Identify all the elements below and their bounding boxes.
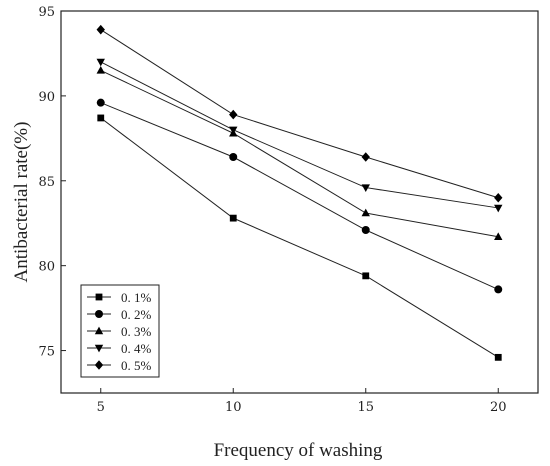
data-point-diamond [229, 109, 238, 120]
data-point-square [97, 114, 105, 122]
series-line-2 [100, 102, 499, 290]
data-point-triangle-up [361, 208, 370, 217]
series-line-5 [100, 29, 499, 199]
data-point-square [494, 353, 502, 361]
series-line-3 [100, 69, 499, 238]
legend: 0. 1% 0. 2% 0. 3% 0. 4% 0. 5% [80, 284, 160, 378]
plot-area-frame [60, 10, 539, 394]
y-tick-label: 75 [38, 345, 55, 360]
data-point-triangle-down [494, 204, 503, 213]
data-point-triangle-down [361, 184, 370, 192]
data-point-circle [494, 285, 503, 294]
series-lines [100, 29, 499, 358]
data-point-triangle-down [229, 126, 238, 135]
data-point-circle [361, 226, 370, 235]
data-point-circle [229, 153, 238, 162]
x-tick-label: 10 [225, 400, 242, 415]
data-point-circle [96, 98, 105, 107]
y-tick-label: 80 [38, 260, 55, 275]
data-point-square [362, 272, 370, 280]
series-line-4 [100, 61, 499, 209]
series-markers [96, 24, 503, 361]
legend-label: 0. 2% [121, 307, 152, 322]
x-tick-label: 20 [490, 400, 507, 415]
x-tick-label: 5 [97, 400, 105, 415]
legend-marker-diamond [94, 360, 104, 370]
axis-ticks: 5 10 15 20 75 80 85 90 95 [38, 5, 506, 415]
series-line-1 [100, 117, 499, 358]
legend-marker-square [95, 293, 103, 301]
y-tick-label: 85 [38, 175, 55, 190]
y-tick-label: 90 [38, 90, 55, 105]
data-point-diamond [361, 152, 370, 162]
legend-label: 0. 1% [121, 290, 152, 305]
data-point-diamond [494, 192, 503, 203]
data-point-triangle-up [494, 232, 503, 241]
x-tick-label: 15 [357, 400, 374, 415]
x-axis-title: Frequency of washing [214, 440, 383, 461]
y-axis-title: Antibacterial rate(%) [11, 122, 32, 283]
legend-marker-triangle-up [94, 326, 104, 335]
y-tick-label: 95 [38, 5, 55, 20]
data-point-square [229, 214, 237, 222]
data-point-diamond [96, 24, 105, 35]
legend-label: 0. 5% [121, 358, 152, 373]
legend-label: 0. 4% [121, 341, 152, 356]
legend-marker-circle [95, 310, 103, 318]
legend-marker-triangle-down [94, 344, 104, 353]
data-point-triangle-up [96, 66, 105, 74]
legend-label: 0. 3% [121, 324, 152, 339]
data-point-triangle-down [96, 58, 105, 67]
